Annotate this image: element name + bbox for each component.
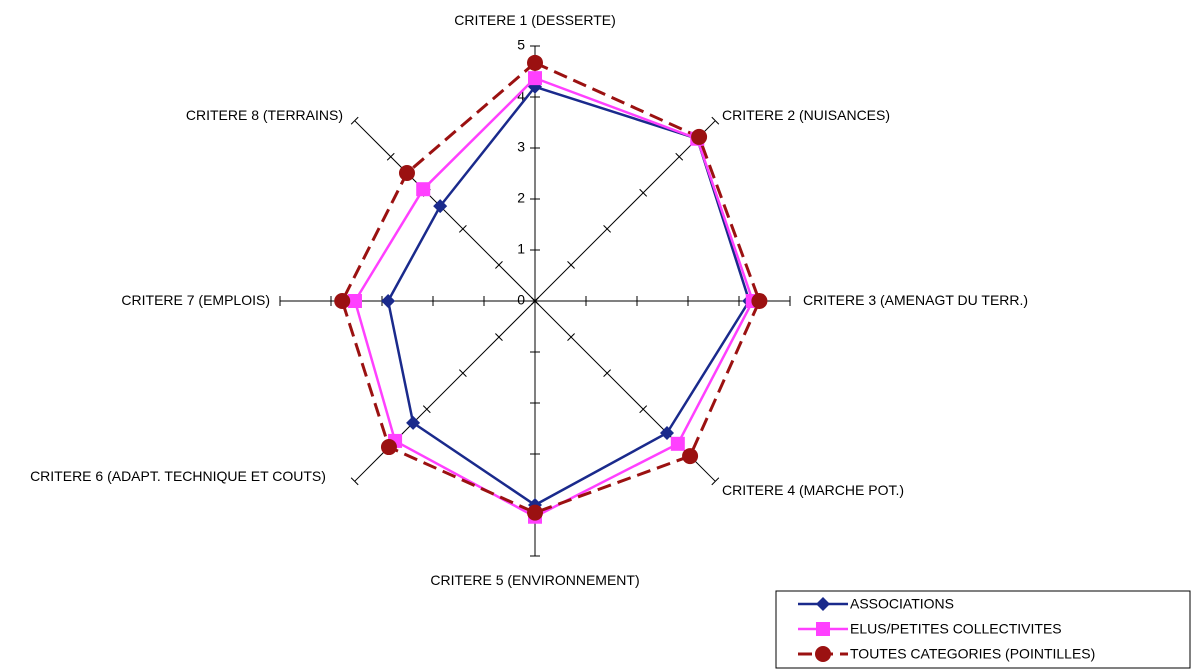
tick-mark: [567, 261, 575, 269]
tick-mark: [639, 405, 648, 414]
tick-label: 2: [517, 190, 525, 206]
marker: [682, 448, 699, 465]
tick-mark: [350, 477, 359, 486]
marker: [659, 425, 674, 440]
tick-mark: [711, 477, 720, 486]
legend-label: TOUTES CATEGORIES (POINTILLES): [850, 646, 1095, 662]
marker: [751, 293, 768, 309]
tick-mark: [495, 333, 503, 341]
category-label: CRITERE 5 (ENVIRONNEMENT): [430, 572, 640, 588]
tick-label: 4: [517, 88, 525, 104]
marker: [381, 294, 396, 308]
tick-mark: [675, 152, 684, 161]
marker: [398, 164, 415, 181]
tick-mark: [711, 116, 720, 125]
marker: [406, 415, 421, 430]
tick-mark: [458, 369, 467, 378]
marker: [347, 294, 362, 308]
marker: [816, 622, 830, 636]
category-label: CRITERE 6 (ADAPT. TECHNIQUE ET COUTS): [30, 468, 326, 484]
tick-mark: [567, 333, 575, 341]
legend-label: ASSOCIATIONS: [850, 596, 954, 612]
marker: [380, 439, 397, 456]
tick-mark: [531, 297, 539, 305]
category-label: CRITERE 3 (AMENAGT DU TERR.): [803, 292, 1029, 308]
marker: [815, 646, 831, 662]
category-label: CRITERE 1 (DESSERTE): [454, 12, 616, 28]
category-label: CRITERE 2 (NUISANCES): [722, 107, 891, 123]
tick-mark: [495, 261, 503, 269]
category-label: CRITERE 4 (MARCHE POT.): [722, 482, 905, 498]
tick-mark: [458, 224, 467, 233]
axis-spoke: [354, 120, 536, 302]
tick-mark: [422, 405, 431, 414]
tick-mark: [386, 152, 395, 161]
marker: [528, 71, 542, 86]
tick-label: 5: [517, 37, 525, 53]
category-label: CRITERE 7 (EMPLOIS): [121, 292, 270, 308]
tick-mark: [603, 369, 612, 378]
tick-label: 0: [517, 292, 525, 308]
tick-label: 3: [517, 139, 525, 155]
marker: [527, 504, 543, 521]
marker: [816, 597, 830, 611]
series-line: [340, 61, 762, 515]
tick-mark: [639, 188, 648, 197]
marker: [433, 199, 448, 214]
marker: [691, 128, 708, 145]
axis-spoke: [534, 120, 716, 302]
legend-label: ELUS/PETITES COLLECTIVITES: [850, 621, 1062, 637]
tick-mark: [603, 224, 612, 233]
tick-label: 1: [517, 241, 525, 257]
marker: [527, 54, 543, 71]
category-label: CRITERE 8 (TERRAINS): [185, 107, 343, 123]
marker: [334, 293, 351, 309]
marker: [416, 182, 431, 197]
marker: [670, 436, 685, 451]
tick-mark: [350, 116, 359, 125]
